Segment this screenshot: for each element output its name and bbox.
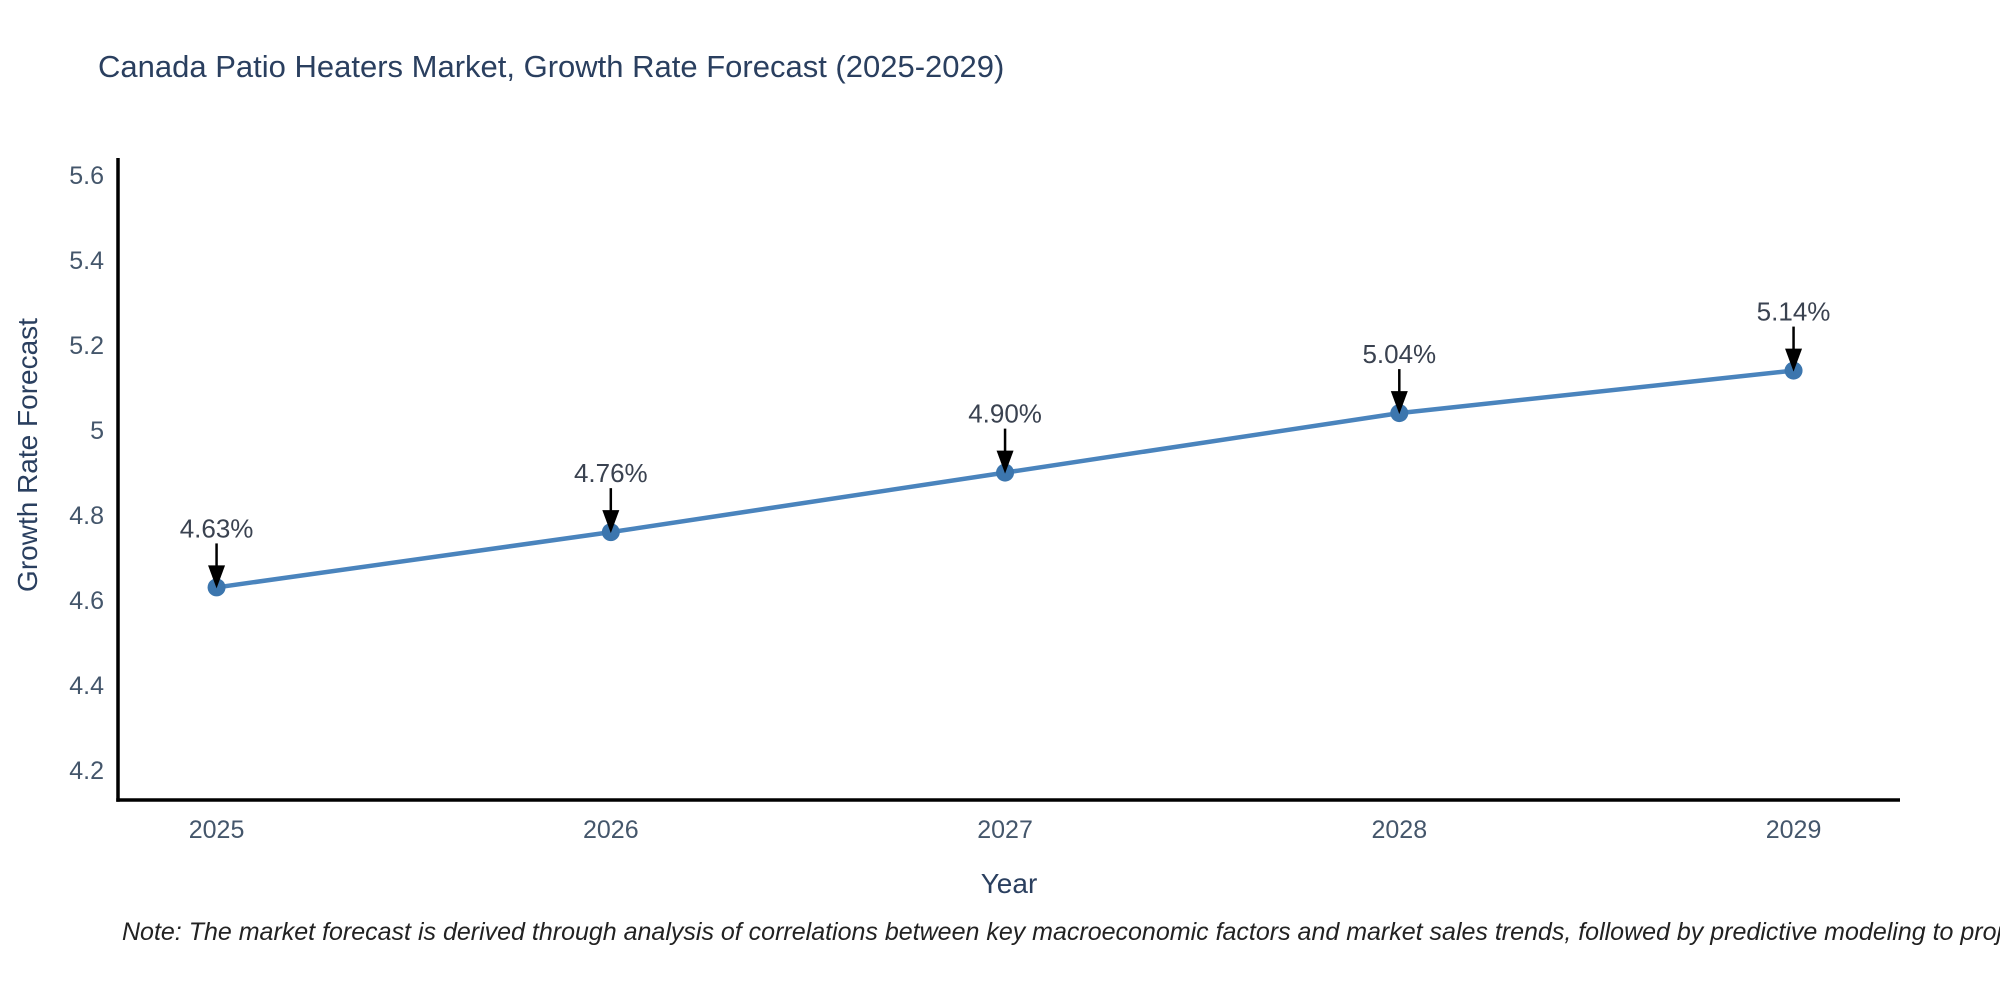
y-tick-label: 5.2 <box>69 332 104 360</box>
x-axis-title: Year <box>980 868 1038 899</box>
footnote: Note: The market forecast is derived thr… <box>122 918 2000 946</box>
x-tick-label: 2029 <box>1766 816 1822 844</box>
y-tick-label: 5 <box>90 417 104 445</box>
y-tick-label: 4.2 <box>69 757 104 785</box>
y-tick-label: 4.8 <box>69 502 104 530</box>
annotation-label: 4.76% <box>574 458 648 488</box>
annotation-arrowhead <box>996 450 1014 474</box>
annotation-label: 5.04% <box>1362 339 1436 369</box>
annotation-label: 4.90% <box>968 399 1042 429</box>
chart-title: Canada Patio Heaters Market, Growth Rate… <box>98 49 1005 84</box>
x-tick-label: 2026 <box>583 816 639 844</box>
annotation-label: 4.63% <box>180 513 254 543</box>
x-tick-label: 2027 <box>977 816 1033 844</box>
y-axis-title: Growth Rate Forecast <box>12 318 43 592</box>
annotation-arrowhead <box>1785 348 1803 372</box>
y-tick-label: 4.6 <box>69 587 104 615</box>
annotation-arrowhead <box>1390 391 1408 415</box>
annotation-arrowhead <box>602 510 620 534</box>
annotation-arrowhead <box>208 565 226 589</box>
y-tick-label: 4.4 <box>69 672 104 700</box>
x-tick-label: 2025 <box>189 816 245 844</box>
y-tick-label: 5.6 <box>69 162 104 190</box>
x-tick-label: 2028 <box>1371 816 1427 844</box>
annotation-label: 5.14% <box>1757 297 1831 327</box>
y-tick-label: 5.4 <box>69 247 104 275</box>
